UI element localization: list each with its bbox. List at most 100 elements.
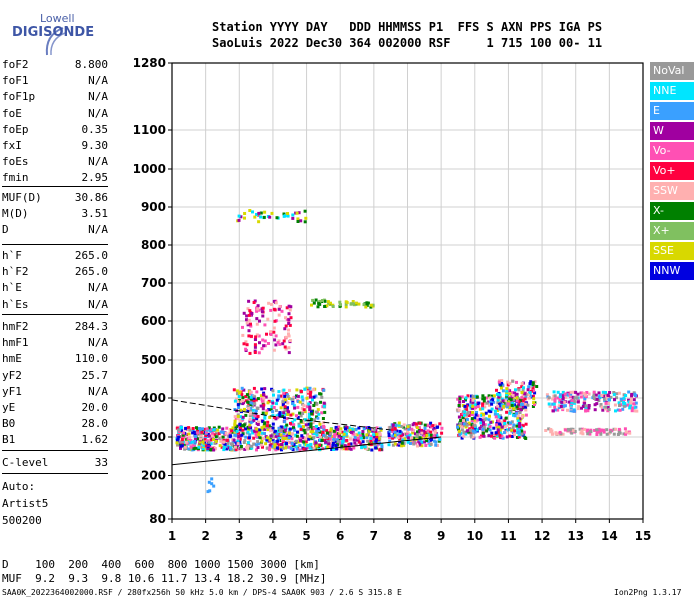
echo-point <box>480 418 484 422</box>
echo-point <box>490 402 494 406</box>
echo-point <box>359 436 363 440</box>
echo-point <box>247 428 251 432</box>
echo-point <box>515 396 519 400</box>
echo-point <box>240 433 244 437</box>
echo-point <box>287 319 291 323</box>
echo-point <box>198 432 202 436</box>
echo-point <box>290 420 294 424</box>
echo-point <box>276 341 280 345</box>
echo-point <box>249 403 253 407</box>
echo-point <box>260 426 264 430</box>
echo-point <box>241 428 245 432</box>
param-value: N/A <box>88 74 108 88</box>
echo-point <box>189 441 193 445</box>
echo-point <box>599 432 603 436</box>
echo-point <box>361 440 365 444</box>
echo-point <box>495 406 499 410</box>
echo-point <box>623 402 627 405</box>
echo-point <box>378 448 382 452</box>
echo-point <box>257 420 260 424</box>
echo-point <box>418 436 422 440</box>
echo-point <box>292 404 296 408</box>
echo-point <box>471 426 475 430</box>
echo-point <box>505 405 509 409</box>
echo-point <box>242 423 246 427</box>
echo-point <box>319 392 323 396</box>
echo-point <box>474 420 478 424</box>
echo-point <box>222 440 226 444</box>
echo-point <box>349 430 353 434</box>
echo-point <box>337 434 341 438</box>
echo-point <box>263 387 267 391</box>
echo-point <box>522 386 525 390</box>
echo-point <box>315 402 319 406</box>
echo-point <box>291 412 295 416</box>
param-value: 33 <box>94 456 108 469</box>
y-tick-label: 80 <box>149 512 166 526</box>
echo-point <box>285 423 289 427</box>
echo-point <box>183 445 187 449</box>
echo-point <box>257 442 260 446</box>
echo-point <box>288 427 292 431</box>
echo-point <box>282 392 286 396</box>
echo-point <box>412 442 416 446</box>
echo-point <box>271 401 275 405</box>
echo-point <box>349 442 353 446</box>
echo-point <box>243 212 247 215</box>
echo-point <box>521 405 525 409</box>
echo-point <box>301 420 305 424</box>
echo-point <box>340 430 344 434</box>
echo-point <box>418 438 422 442</box>
echo-point <box>182 435 186 439</box>
echo-point <box>332 434 336 438</box>
echo-point <box>634 405 638 409</box>
echo-point <box>244 347 248 351</box>
echo-point <box>327 440 330 444</box>
echo-point <box>375 435 379 439</box>
echo-point <box>351 429 355 433</box>
echo-point <box>481 423 485 427</box>
echo-point <box>249 397 253 401</box>
echo-point <box>284 446 288 450</box>
x-tick-label: 11 <box>500 529 517 543</box>
param-row-fof1p: foF1p N/A <box>2 90 108 105</box>
echo-point <box>491 420 494 424</box>
echo-point <box>529 394 532 398</box>
echo-point <box>528 391 532 395</box>
echo-point <box>393 430 397 434</box>
echo-point <box>569 409 573 413</box>
echo-point <box>547 402 551 406</box>
echo-point <box>282 432 286 435</box>
echo-point <box>308 435 312 439</box>
legend-item-x: X- <box>650 202 694 220</box>
x-tick-label: 2 <box>201 529 209 543</box>
echo-point <box>438 422 442 426</box>
echo-point <box>201 440 205 444</box>
echo-point <box>510 391 514 395</box>
echo-point <box>573 396 577 400</box>
echo-point <box>340 444 344 448</box>
echo-point <box>235 397 238 401</box>
echo-point <box>295 414 298 418</box>
echo-point <box>410 436 414 440</box>
echo-point <box>230 444 234 448</box>
echo-point <box>255 390 259 394</box>
echo-point <box>529 380 533 384</box>
echo-point <box>359 442 363 446</box>
echo-point <box>425 434 429 437</box>
echo-point <box>597 391 601 395</box>
echo-point <box>314 410 318 414</box>
echo-point <box>259 211 263 215</box>
echo-point <box>300 406 304 410</box>
echo-point <box>475 411 478 414</box>
echo-point <box>612 432 616 436</box>
echo-point <box>268 415 272 419</box>
echo-point <box>626 403 630 407</box>
echo-point <box>489 410 493 414</box>
echo-point <box>322 428 326 432</box>
echo-point <box>247 334 251 338</box>
echo-point <box>200 441 203 445</box>
echo-point <box>266 436 270 440</box>
echo-point <box>517 388 521 392</box>
